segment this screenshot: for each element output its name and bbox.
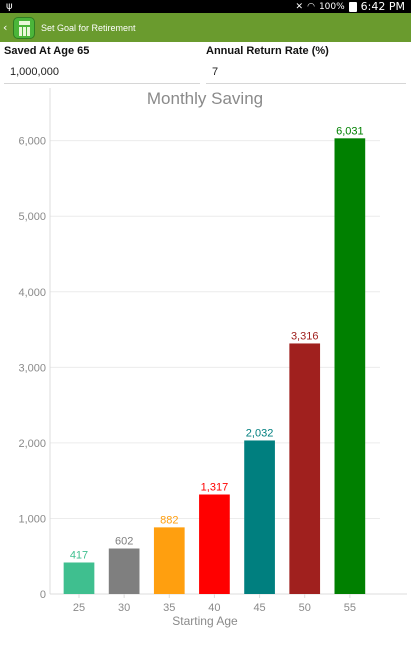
- status-bar: ψ ✕ ◠ 100% 6:42 PM: [0, 0, 411, 13]
- annual-return-label: Annual Return Rate (%): [206, 45, 329, 57]
- y-axis: 0 1,000 2,000 3,000 4,000 5,000 6,000: [18, 88, 407, 601]
- bar-value-label: 882: [160, 514, 178, 526]
- saved-at-age-input[interactable]: 1,000,000: [4, 62, 200, 84]
- usb-icon: ψ: [6, 1, 13, 12]
- chart-bars: 417 602 882 1,317 2,032 3,316 6,031: [63, 125, 366, 594]
- battery-icon: [348, 1, 357, 12]
- chart-gridlines: [50, 140, 380, 595]
- x-axis-title: Starting Age: [172, 614, 238, 628]
- y-tick-label: 3,000: [18, 362, 46, 374]
- bar-45: [244, 440, 275, 594]
- x-axis: 25 30 35 40 45 50 55: [73, 594, 356, 614]
- bar-value-label: 1,317: [201, 481, 229, 493]
- page-title: Set Goal for Retirement: [41, 22, 136, 33]
- bar-35: [153, 527, 185, 594]
- battery-percent: 100%: [318, 1, 345, 12]
- y-tick-label: 5,000: [18, 211, 46, 223]
- y-tick-label: 2,000: [18, 438, 46, 450]
- bar-50: [289, 343, 321, 594]
- x-tick-label: 50: [299, 602, 311, 614]
- bar-30: [108, 548, 140, 594]
- chevron-left-icon[interactable]: ‹: [3, 21, 8, 34]
- chart-title: Monthly Saving: [147, 89, 263, 108]
- x-tick-label: 35: [163, 602, 175, 614]
- saved-at-age-label: Saved At Age 65: [4, 45, 90, 57]
- y-tick-label: 6,000: [18, 136, 46, 148]
- annual-return-input[interactable]: 7: [206, 62, 406, 84]
- clock: 6:42 PM: [360, 0, 405, 13]
- bar-value-label: 3,316: [291, 330, 319, 342]
- x-tick-label: 30: [118, 602, 130, 614]
- x-tick-label: 55: [344, 602, 356, 614]
- bar-value-label: 2,032: [246, 427, 274, 439]
- calculator-icon[interactable]: [13, 16, 35, 39]
- x-tick-label: 40: [208, 602, 220, 614]
- mute-icon: ✕: [295, 1, 304, 12]
- bar-value-label: 602: [115, 536, 133, 548]
- y-tick-label: 4,000: [18, 287, 46, 299]
- bar-40: [199, 494, 230, 594]
- bar-55: [334, 138, 366, 594]
- bar-value-label: 417: [70, 549, 88, 561]
- action-bar: ‹ Set Goal for Retirement: [0, 13, 411, 42]
- y-tick-label: 0: [40, 589, 46, 601]
- monthly-saving-chart: Monthly Saving 0 1,000 2,000 3,000 4,000 5,00…: [18, 88, 407, 628]
- x-tick-label: 45: [253, 602, 265, 614]
- bar-value-label: 6,031: [336, 125, 364, 137]
- wifi-icon: ◠: [307, 1, 315, 12]
- bar-25: [63, 562, 95, 594]
- x-tick-label: 25: [73, 602, 85, 614]
- y-tick-label: 1,000: [18, 513, 46, 525]
